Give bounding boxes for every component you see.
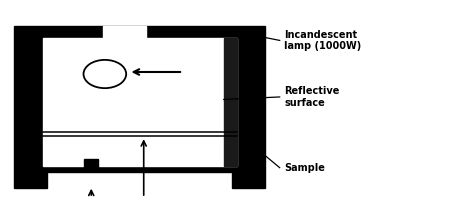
Text: Reflective
surface: Reflective surface xyxy=(284,86,340,108)
Bar xyxy=(14,172,47,188)
Ellipse shape xyxy=(83,60,126,88)
Bar xyxy=(14,26,265,172)
Bar xyxy=(84,159,98,168)
Text: Incandescent
lamp (1000W): Incandescent lamp (1000W) xyxy=(284,30,362,51)
Bar xyxy=(232,172,265,188)
Bar xyxy=(43,38,237,166)
Text: Sample: Sample xyxy=(284,163,325,173)
Bar xyxy=(224,38,237,166)
Bar xyxy=(103,26,146,39)
